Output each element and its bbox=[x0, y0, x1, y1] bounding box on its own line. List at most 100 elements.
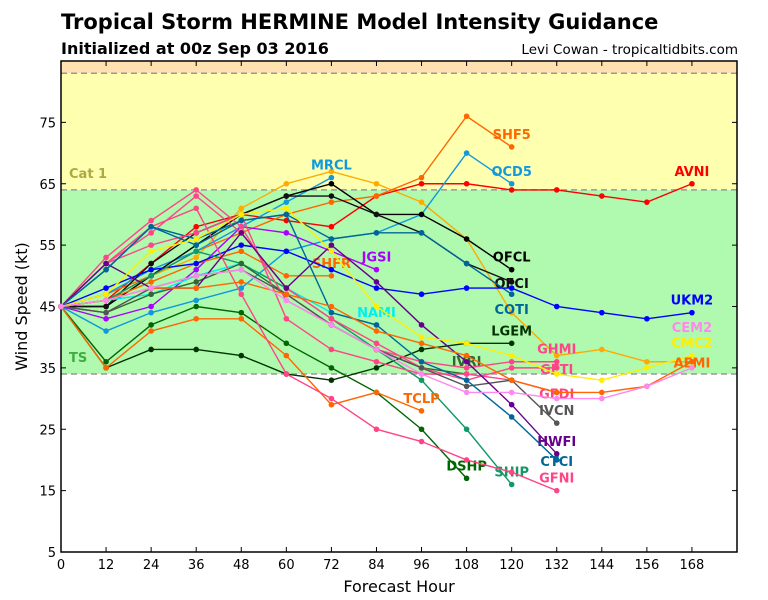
series-label: HWFI bbox=[537, 435, 576, 450]
data-point bbox=[238, 279, 245, 285]
series-label: OFCL bbox=[493, 251, 531, 266]
data-point bbox=[508, 266, 515, 273]
data-point bbox=[553, 395, 560, 402]
data-point bbox=[553, 487, 560, 494]
series-label: MRCL bbox=[311, 159, 352, 174]
data-point bbox=[508, 365, 515, 371]
series-label: NAMI bbox=[357, 306, 396, 321]
data-point bbox=[193, 285, 199, 291]
series-label: AEMI bbox=[674, 357, 711, 372]
band-label: Cat 1 bbox=[69, 167, 107, 182]
series-ctci: CTCI bbox=[58, 211, 573, 470]
y-tick-label: 35 bbox=[39, 362, 56, 377]
data-point bbox=[644, 365, 650, 371]
data-point bbox=[418, 358, 425, 365]
data-point bbox=[193, 346, 199, 353]
data-point bbox=[553, 187, 560, 193]
data-point bbox=[283, 371, 290, 377]
data-point bbox=[463, 371, 470, 377]
series-label: UKM2 bbox=[671, 294, 714, 309]
data-point bbox=[508, 309, 515, 316]
series-line bbox=[60, 213, 557, 394]
data-point bbox=[418, 180, 425, 187]
x-axis-label: Forecast Hour bbox=[343, 577, 455, 596]
data-point bbox=[58, 303, 64, 310]
data-point bbox=[328, 401, 335, 408]
data-point bbox=[553, 303, 560, 310]
data-point bbox=[373, 389, 380, 396]
data-point bbox=[463, 340, 470, 347]
data-point bbox=[508, 414, 515, 420]
data-point bbox=[283, 230, 290, 236]
data-point bbox=[103, 303, 109, 310]
data-point bbox=[193, 303, 199, 310]
data-point bbox=[553, 371, 560, 377]
series-cem2: CEM2 bbox=[58, 266, 712, 402]
data-point bbox=[373, 346, 380, 353]
data-point bbox=[328, 322, 335, 328]
data-point bbox=[283, 180, 290, 187]
data-point bbox=[103, 309, 109, 316]
data-point bbox=[418, 211, 425, 218]
data-point bbox=[193, 230, 199, 236]
data-point bbox=[599, 346, 605, 353]
data-point bbox=[373, 279, 380, 285]
data-point bbox=[463, 383, 470, 390]
data-point bbox=[463, 113, 470, 120]
data-point bbox=[328, 223, 335, 230]
data-point bbox=[418, 291, 425, 298]
data-point bbox=[103, 365, 109, 371]
data-point bbox=[508, 285, 515, 291]
data-point bbox=[283, 199, 290, 205]
series-ivcn: IVCN bbox=[58, 266, 574, 426]
data-point bbox=[148, 346, 154, 353]
data-point bbox=[373, 322, 380, 328]
data-point bbox=[148, 266, 154, 273]
data-point bbox=[283, 205, 290, 212]
data-point bbox=[463, 180, 470, 187]
data-point bbox=[418, 230, 425, 236]
series-cmc2: CMC2 bbox=[58, 205, 712, 383]
data-point bbox=[508, 352, 515, 359]
data-point bbox=[193, 297, 199, 304]
data-point bbox=[148, 260, 154, 267]
data-point bbox=[148, 322, 154, 328]
band-label: TS bbox=[69, 351, 87, 366]
data-point bbox=[463, 377, 470, 383]
data-point bbox=[463, 475, 470, 482]
data-point bbox=[328, 377, 335, 383]
y-axis-label: Wind Speed (kt) bbox=[12, 242, 31, 371]
data-point bbox=[148, 248, 154, 255]
data-point bbox=[238, 266, 245, 273]
data-point bbox=[644, 315, 650, 322]
data-point bbox=[508, 358, 515, 365]
data-point bbox=[599, 377, 605, 383]
data-point bbox=[373, 285, 380, 291]
data-point bbox=[283, 273, 290, 279]
data-point bbox=[328, 174, 335, 181]
data-point bbox=[148, 279, 154, 285]
data-point bbox=[193, 236, 199, 242]
data-point bbox=[553, 358, 560, 365]
data-point bbox=[103, 358, 109, 365]
data-point bbox=[463, 457, 470, 463]
data-point bbox=[148, 273, 154, 279]
x-tick-label: 144 bbox=[589, 558, 614, 573]
x-tick-label: 120 bbox=[499, 558, 524, 573]
data-point bbox=[148, 242, 154, 248]
series-line bbox=[60, 225, 377, 320]
series-label: LGEM bbox=[491, 324, 532, 339]
y-tick-label: 25 bbox=[39, 423, 56, 438]
data-point bbox=[463, 260, 470, 267]
x-tick-label: 60 bbox=[278, 558, 295, 573]
data-point bbox=[553, 457, 560, 463]
data-point bbox=[283, 352, 290, 359]
data-point bbox=[373, 365, 380, 371]
series-label: CMC2 bbox=[671, 337, 712, 352]
data-point bbox=[328, 193, 335, 199]
data-point bbox=[193, 279, 199, 285]
data-point bbox=[508, 180, 515, 187]
series-label: SHF5 bbox=[493, 128, 531, 143]
x-tick-label: 0 bbox=[57, 558, 65, 573]
